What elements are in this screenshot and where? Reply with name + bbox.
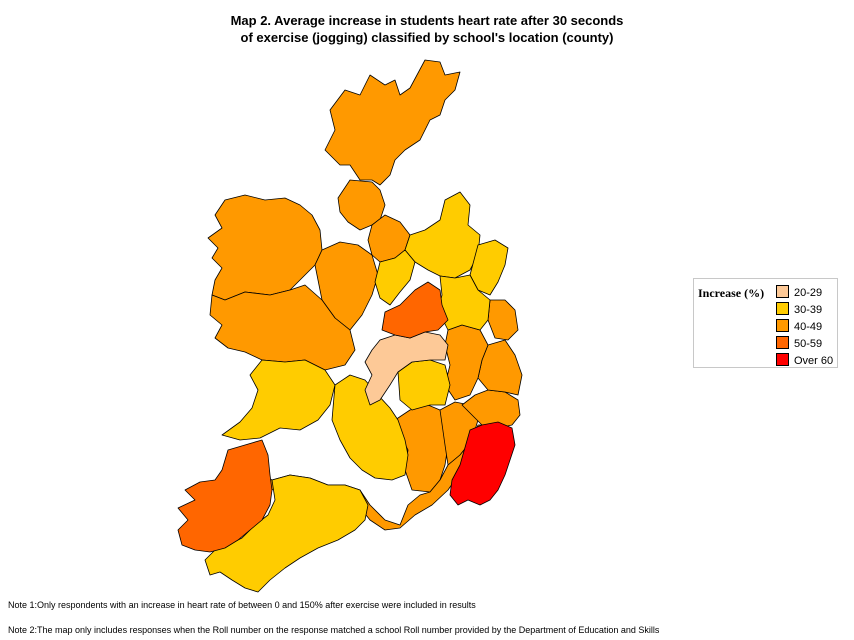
legend-item-30-39: 30-39 bbox=[776, 302, 822, 316]
county-kildare bbox=[444, 324, 489, 401]
note-2: Note 2:The map only includes responses w… bbox=[8, 625, 660, 635]
map-title-line2: of exercise (jogging) classified by scho… bbox=[240, 30, 614, 45]
map-title: Map 2. Average increase in students hear… bbox=[0, 12, 854, 46]
county-donegal bbox=[324, 59, 461, 186]
legend-item-over-60: Over 60 bbox=[776, 353, 833, 367]
legend-swatch bbox=[776, 319, 789, 332]
legend-label: 50-59 bbox=[794, 338, 823, 350]
legend-swatch bbox=[776, 353, 789, 366]
county-armagh bbox=[381, 281, 449, 339]
legend-item-20-29: 20-29 bbox=[776, 285, 822, 299]
county-wexford bbox=[449, 421, 516, 506]
map-legend: Increase (%) 20-29 30-39 40-49 50-59 Ove… bbox=[693, 278, 838, 368]
county-galway bbox=[209, 284, 356, 371]
legend-swatch bbox=[776, 285, 789, 298]
legend-label: 30-39 bbox=[794, 304, 823, 316]
county-longford bbox=[374, 249, 416, 306]
county-clare bbox=[221, 359, 336, 441]
legend-label: 40-49 bbox=[794, 321, 823, 333]
legend-swatch bbox=[776, 336, 789, 349]
map-title-line1: Map 2. Average increase in students hear… bbox=[230, 13, 624, 28]
county-roscommon bbox=[314, 241, 379, 331]
county-dublin bbox=[487, 299, 519, 341]
note-1: Note 1:Only respondents with an increase… bbox=[8, 600, 476, 610]
county-laois bbox=[397, 359, 451, 411]
legend-item-50-59: 50-59 bbox=[776, 336, 822, 350]
legend-title: Increase (%) bbox=[698, 286, 765, 300]
county-mayo bbox=[207, 194, 323, 301]
county-kerry bbox=[177, 439, 273, 553]
legend-label: 20-29 bbox=[794, 287, 823, 299]
legend-item-40-49: 40-49 bbox=[776, 319, 822, 333]
legend-swatch bbox=[776, 302, 789, 315]
legend-label: Over 60 bbox=[794, 355, 834, 367]
county-monaghan bbox=[404, 191, 481, 279]
